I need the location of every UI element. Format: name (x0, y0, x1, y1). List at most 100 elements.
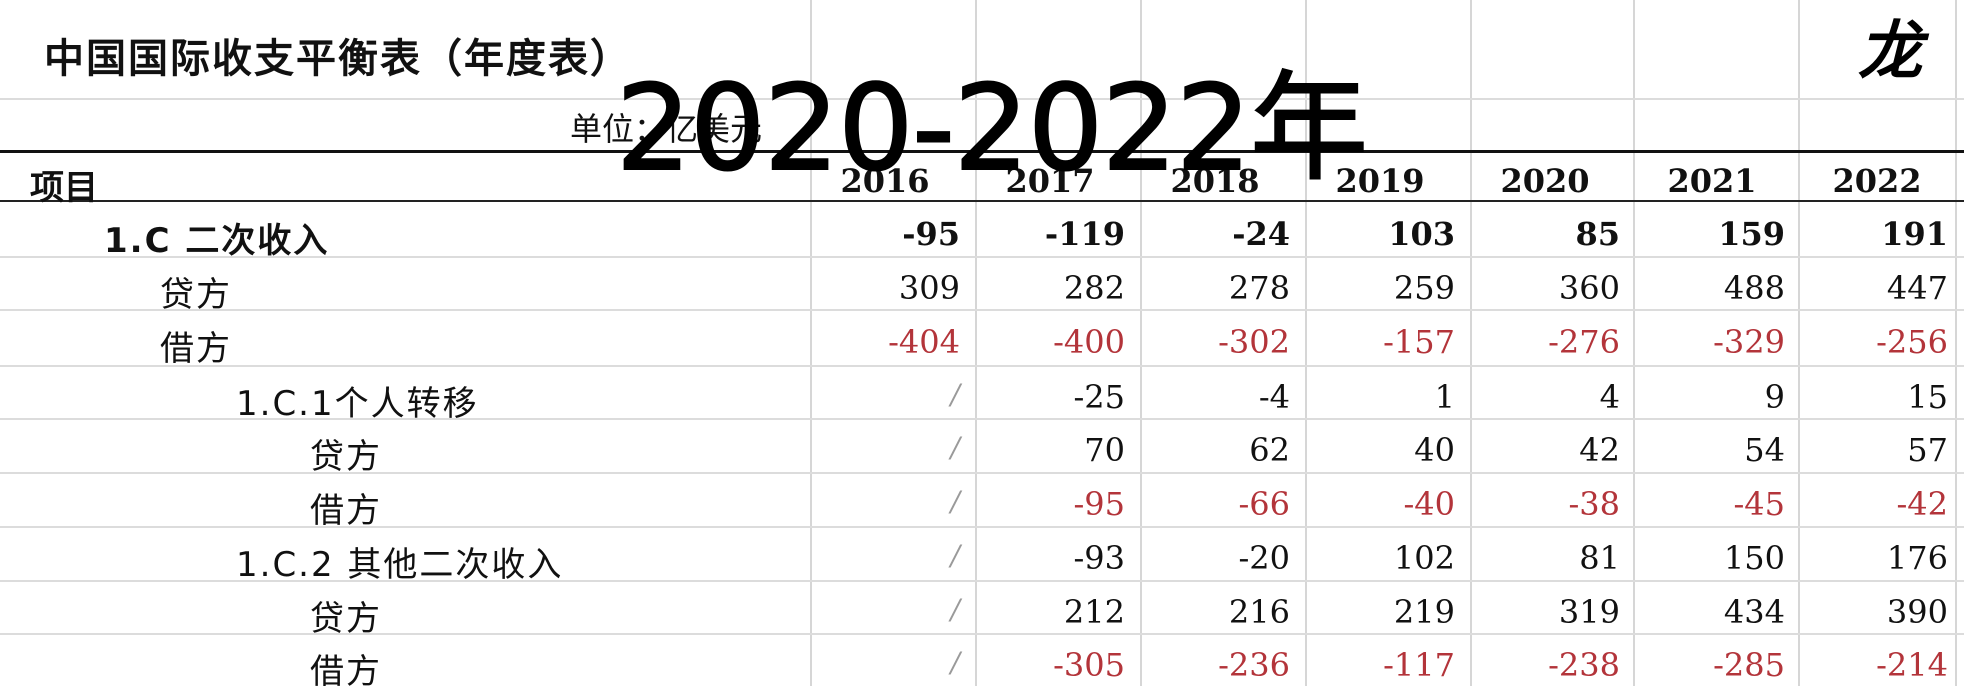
table-row: 1.C 二次收入 -95 -119 -24 103 85 159 191 (0, 205, 1964, 261)
grid-line (0, 580, 1964, 582)
cell-value: 103 (1388, 215, 1455, 253)
table-row: 贷方 / 70 62 40 42 54 57 (0, 421, 1964, 477)
cell-value: / (950, 485, 960, 518)
grid-line (1798, 0, 1800, 686)
grid-line (975, 0, 977, 686)
cell-value: 191 (1881, 215, 1948, 253)
cell-value: 4 (1599, 378, 1620, 416)
cell-value: -38 (1568, 485, 1620, 523)
cell-value: 434 (1723, 593, 1785, 631)
cell-value: 176 (1886, 539, 1948, 577)
cell-value: 309 (898, 269, 960, 307)
cell-value: 282 (1063, 269, 1125, 307)
cell-value: -40 (1403, 485, 1455, 523)
cell-value: 54 (1744, 431, 1785, 469)
cell-value: 1 (1434, 378, 1455, 416)
cell-value: 319 (1558, 593, 1620, 631)
row-label: 借方 (310, 652, 382, 692)
cell-value: / (950, 431, 960, 464)
grid-line (1140, 0, 1142, 686)
cell-value: 360 (1558, 269, 1620, 307)
row-label: 贷方 (160, 275, 232, 315)
cell-value: 488 (1723, 269, 1785, 307)
cell-value: -95 (1073, 485, 1125, 523)
cell-value: 85 (1575, 215, 1620, 253)
cell-value: -45 (1733, 485, 1785, 523)
grid-line (0, 633, 1964, 635)
grid-line (0, 418, 1964, 420)
cell-value: 40 (1414, 431, 1455, 469)
row-label: 贷方 (310, 437, 382, 477)
row-label: 贷方 (310, 599, 382, 639)
grid-line (1305, 0, 1307, 686)
cell-value: -4 (1258, 378, 1290, 416)
cell-value: 219 (1393, 593, 1455, 631)
cell-value: -20 (1238, 539, 1290, 577)
cell-value: -117 (1383, 646, 1455, 684)
cell-value: 62 (1249, 431, 1290, 469)
header-year: 2021 (1667, 162, 1757, 200)
grid-line (1955, 0, 1957, 686)
cell-value: -302 (1218, 323, 1290, 361)
cell-value: -66 (1238, 485, 1290, 523)
table-row: 贷方 / 212 216 219 319 434 390 (0, 583, 1964, 639)
row-label: 1.C 二次收入 (104, 221, 330, 261)
cell-value: 212 (1063, 593, 1125, 631)
cell-value: / (950, 378, 960, 411)
row-label: 1.C.1个人转移 (236, 384, 479, 424)
cell-value: -119 (1044, 215, 1125, 253)
header-bottom-border (0, 200, 1964, 202)
cell-value: 259 (1393, 269, 1455, 307)
cell-value: -256 (1876, 323, 1948, 361)
cell-value: 15 (1907, 378, 1948, 416)
cell-value: 70 (1084, 431, 1125, 469)
grid-line (0, 365, 1964, 367)
cell-value: 278 (1228, 269, 1290, 307)
header-year: 2018 (1170, 162, 1260, 200)
cell-value: -25 (1073, 378, 1125, 416)
grid-line (810, 0, 812, 686)
cell-value: 159 (1718, 215, 1785, 253)
grid-line (1470, 0, 1472, 686)
year-range-overlay: 2020-2022年 (615, 58, 1369, 198)
table-row: 贷方 309 282 278 259 360 488 447 (0, 259, 1964, 315)
cell-value: 102 (1393, 539, 1455, 577)
grid-line (0, 472, 1964, 474)
cell-value: -285 (1713, 646, 1785, 684)
grid-line (0, 98, 1964, 100)
table-row: 借方 / -305 -236 -117 -238 -285 -214 (0, 636, 1964, 692)
cell-value: -42 (1896, 485, 1948, 523)
header-year: 2020 (1500, 162, 1590, 200)
table-title: 中国国际收支平衡表（年度表） (44, 36, 632, 82)
unit-label: 单位：亿美元 (570, 110, 763, 148)
cell-value: 81 (1579, 539, 1620, 577)
header-year: 2022 (1832, 162, 1922, 200)
cell-value: / (950, 539, 960, 572)
table-row: 借方 / -95 -66 -40 -38 -45 -42 (0, 475, 1964, 531)
cell-value: 216 (1228, 593, 1290, 631)
cell-value: 150 (1723, 539, 1785, 577)
row-label: 借方 (160, 329, 232, 369)
cell-value: -93 (1073, 539, 1125, 577)
cell-value: 9 (1764, 378, 1785, 416)
grid-line (1633, 0, 1635, 686)
row-label: 1.C.2 其他二次收入 (236, 545, 564, 585)
cell-value: 57 (1907, 431, 1948, 469)
grid-line (0, 526, 1964, 528)
cell-value: 390 (1886, 593, 1948, 631)
table-row: 借方 -404 -400 -302 -157 -276 -329 -256 (0, 313, 1964, 369)
row-label: 借方 (310, 491, 382, 531)
cell-value: -276 (1548, 323, 1620, 361)
cell-value: -95 (902, 215, 960, 253)
table-row: 1.C.1个人转移 / -25 -4 1 4 9 15 (0, 368, 1964, 424)
cell-value: -214 (1876, 646, 1948, 684)
header-year: 2019 (1335, 162, 1425, 200)
cell-value: -236 (1218, 646, 1290, 684)
cell-value: -157 (1383, 323, 1455, 361)
grid-line (0, 256, 1964, 258)
cell-value: / (950, 593, 960, 626)
cell-value: -238 (1548, 646, 1620, 684)
header-year: 2016 (840, 162, 930, 200)
brand-mark: 龙 (1858, 14, 1922, 89)
